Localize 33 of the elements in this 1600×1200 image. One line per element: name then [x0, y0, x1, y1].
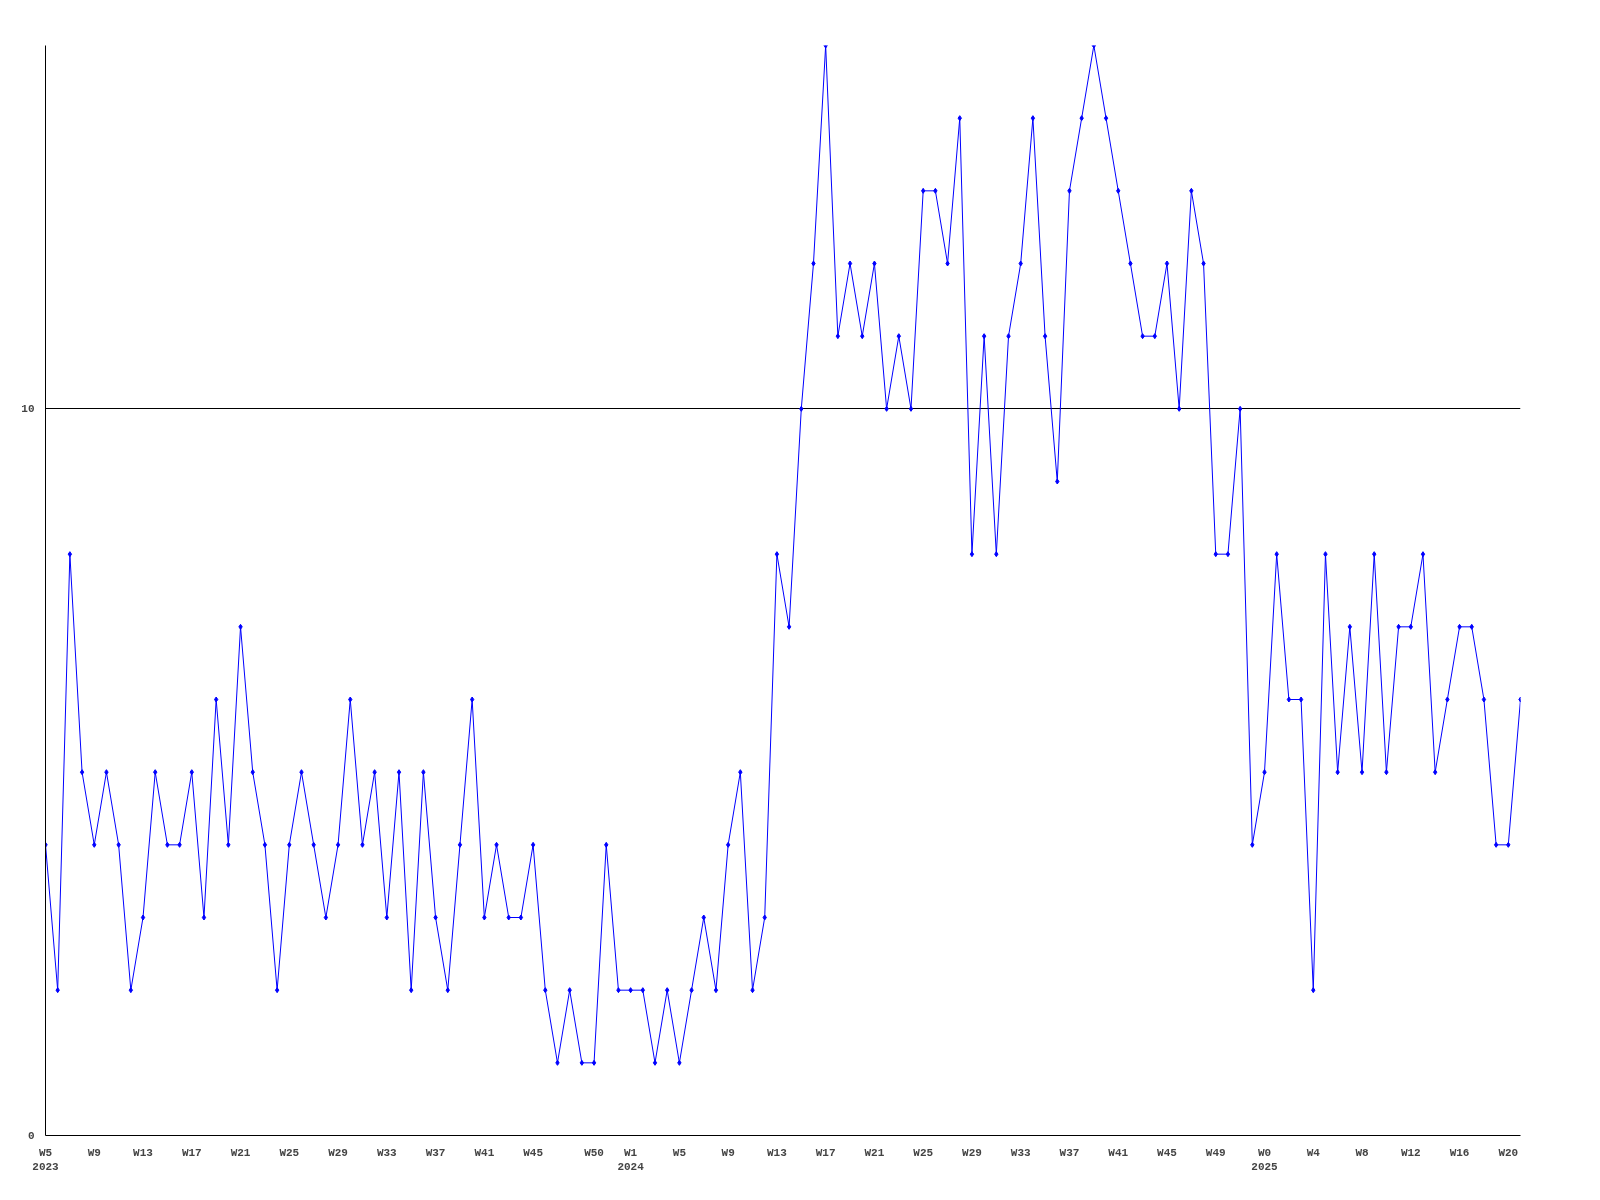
x-tick-label: W9	[87, 1146, 101, 1159]
x-tick-label: W13	[767, 1146, 788, 1159]
x-tick-label: W45	[523, 1146, 544, 1159]
y-tick-label: 0	[27, 1130, 35, 1142]
x-tick-label: W9	[721, 1146, 735, 1159]
x-tick-label: W25	[279, 1146, 300, 1159]
x-tick-label: W5	[672, 1146, 687, 1159]
x-tick-label: W33	[376, 1146, 398, 1159]
x-tick-label: W41	[474, 1146, 495, 1159]
x-tick-label: W45	[1157, 1146, 1178, 1159]
x-tick-label: W21	[230, 1146, 251, 1159]
x-tick-label: W29	[328, 1146, 348, 1159]
x-tick-label: W13	[133, 1146, 154, 1159]
x-tick-label: W41	[1108, 1146, 1129, 1159]
x-tick-label: W1 2024	[617, 1146, 645, 1173]
y-tick-label: 10	[21, 403, 35, 416]
x-tick-label: W50	[584, 1146, 604, 1159]
x-tick-label: W37	[1059, 1146, 1080, 1159]
x-tick-label: W33	[1010, 1146, 1032, 1159]
x-tick-label: W29	[962, 1146, 982, 1159]
x-tick-label: W49	[1205, 1146, 1226, 1159]
x-tick-label: W17	[181, 1146, 202, 1159]
x-tick-label: W5 2023	[32, 1146, 60, 1173]
x-tick-label: W20	[1498, 1146, 1519, 1159]
x-tick-label: W0 2025	[1251, 1146, 1279, 1173]
x-tick-label: W37	[425, 1146, 446, 1159]
x-tick-label: W21	[864, 1146, 885, 1159]
x-tick-label: W12	[1400, 1146, 1421, 1159]
x-tick-label: W16	[1449, 1146, 1470, 1159]
x-tick-label: W4	[1306, 1146, 1321, 1159]
x-tick-label: W8	[1355, 1146, 1370, 1159]
x-tick-label: W25	[913, 1146, 934, 1159]
x-tick-label: W17	[815, 1146, 836, 1159]
